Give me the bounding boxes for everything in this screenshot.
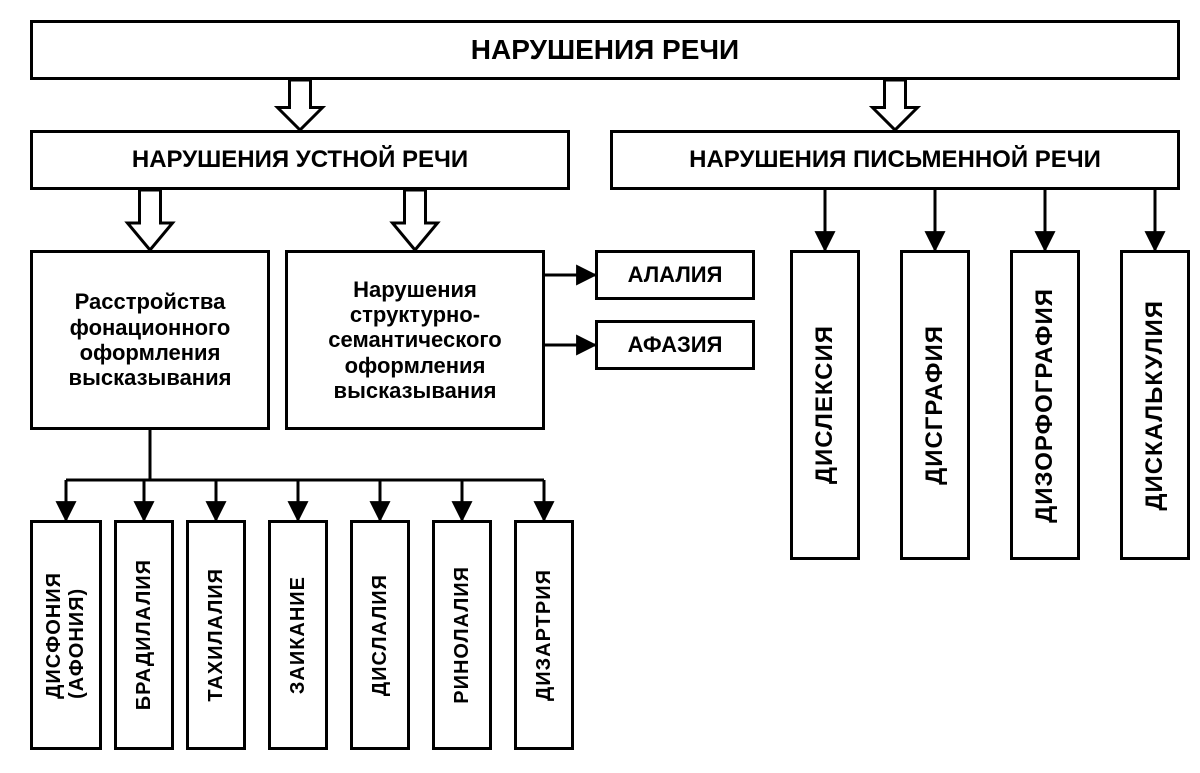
node-alalia: АЛАЛИЯ bbox=[595, 250, 755, 300]
diagram-canvas: НАРУШЕНИЯ РЕЧИ НАРУШЕНИЯ УСТНОЙ РЕЧИ НАРУШ… bbox=[0, 0, 1200, 773]
node-aphasia: АФАЗИЯ bbox=[595, 320, 755, 370]
node-label-root: НАРУШЕНИЯ РЕЧИ bbox=[471, 34, 739, 66]
node-label-dyslalia: ДИСЛАЛИЯ bbox=[369, 574, 392, 696]
node-dyslalia: ДИСЛАЛИЯ bbox=[350, 520, 410, 750]
node-rhinolalia: РИНОЛАЛИЯ bbox=[432, 520, 492, 750]
node-bradylalia: БРАДИЛАЛИЯ bbox=[114, 520, 174, 750]
node-label-dysphonia: ДИСФОНИЯ (АФОНИЯ) bbox=[43, 572, 89, 699]
node-label-dyscalculia: ДИСКАЛЬКУЛИЯ bbox=[1141, 300, 1169, 511]
node-struct: Нарушения структурно-семантического офор… bbox=[285, 250, 545, 430]
node-tachylalia: ТАХИЛАЛИЯ bbox=[186, 520, 246, 750]
node-dysgraphia: ДИСГРАФИЯ bbox=[900, 250, 970, 560]
node-label-dysgraphia: ДИСГРАФИЯ bbox=[921, 325, 949, 485]
node-label-rhinolalia: РИНОЛАЛИЯ bbox=[451, 566, 474, 704]
node-dyslexia: ДИСЛЕКСИЯ bbox=[790, 250, 860, 560]
node-label-phon: Расстройства фонационного оформления выс… bbox=[41, 289, 259, 390]
node-dysorpho: ДИЗОРФОГРАФИЯ bbox=[1010, 250, 1080, 560]
node-label-dysorpho: ДИЗОРФОГРАФИЯ bbox=[1031, 288, 1059, 523]
node-label-struct: Нарушения структурно-семантического офор… bbox=[296, 277, 534, 403]
node-label-dysarthria: ДИЗАРТРИЯ bbox=[533, 569, 556, 701]
node-label-aphasia: АФАЗИЯ bbox=[628, 332, 723, 357]
node-stutter: ЗАИКАНИЕ bbox=[268, 520, 328, 750]
node-root: НАРУШЕНИЯ РЕЧИ bbox=[30, 20, 1180, 80]
node-dysphonia: ДИСФОНИЯ (АФОНИЯ) bbox=[30, 520, 102, 750]
node-dysarthria: ДИЗАРТРИЯ bbox=[514, 520, 574, 750]
node-dyscalculia: ДИСКАЛЬКУЛИЯ bbox=[1120, 250, 1190, 560]
node-label-tachylalia: ТАХИЛАЛИЯ bbox=[205, 568, 228, 702]
node-written: НАРУШЕНИЯ ПИСЬМЕННОЙ РЕЧИ bbox=[610, 130, 1180, 190]
node-label-dyslexia: ДИСЛЕКСИЯ bbox=[811, 325, 839, 484]
node-phon: Расстройства фонационного оформления выс… bbox=[30, 250, 270, 430]
node-label-oral: НАРУШЕНИЯ УСТНОЙ РЕЧИ bbox=[132, 146, 468, 174]
node-label-bradylalia: БРАДИЛАЛИЯ bbox=[133, 559, 156, 710]
node-label-written: НАРУШЕНИЯ ПИСЬМЕННОЙ РЕЧИ bbox=[689, 146, 1101, 174]
node-oral: НАРУШЕНИЯ УСТНОЙ РЕЧИ bbox=[30, 130, 570, 190]
node-label-alalia: АЛАЛИЯ bbox=[628, 262, 723, 287]
node-label-stutter: ЗАИКАНИЕ bbox=[287, 576, 310, 694]
